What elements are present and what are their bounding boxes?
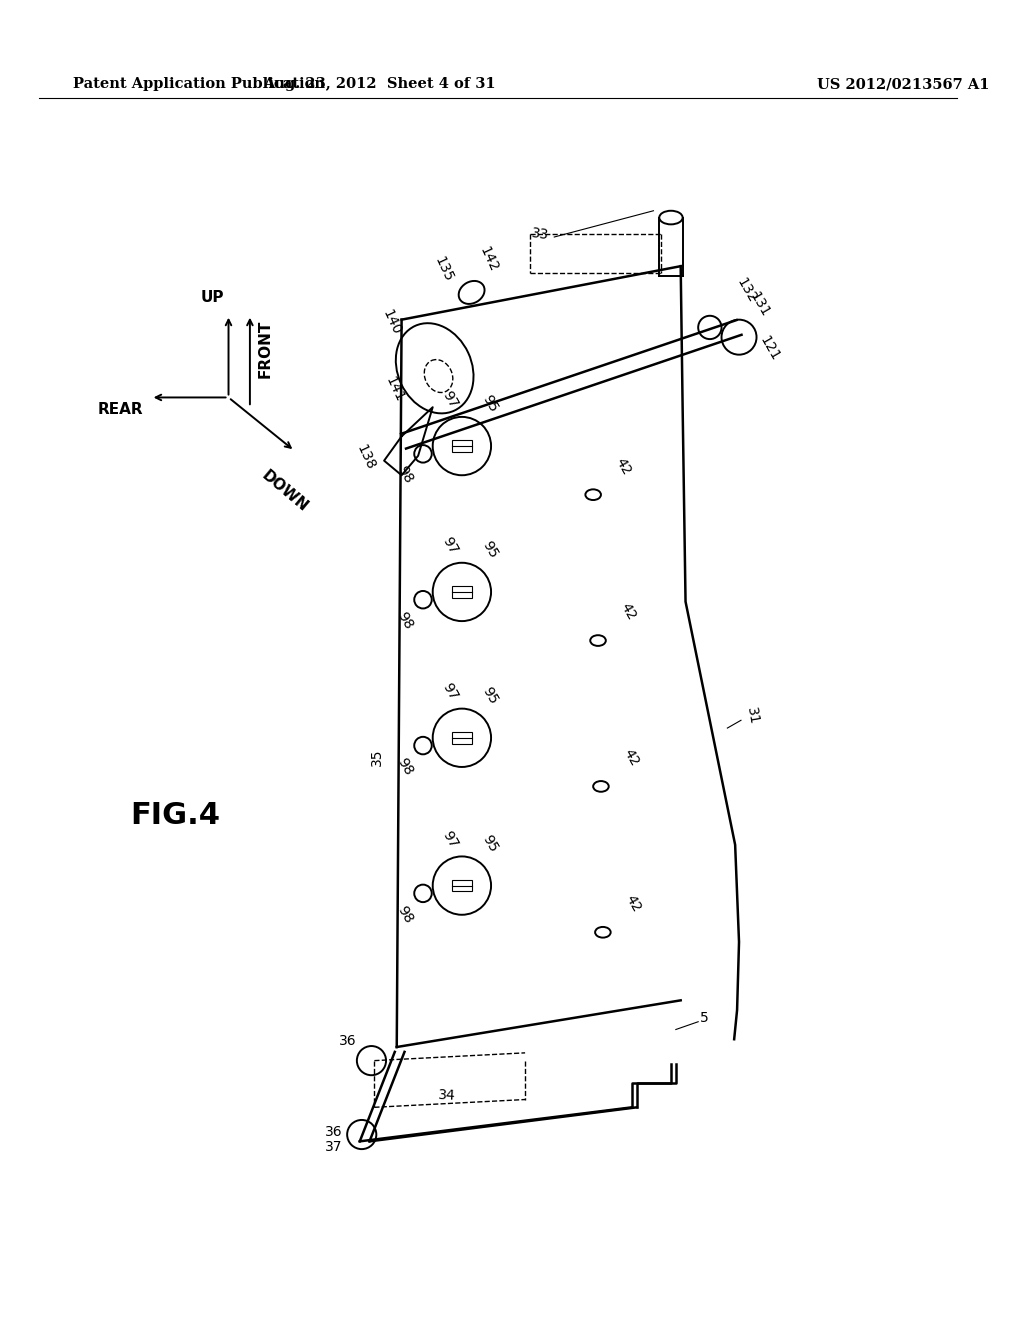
Text: 138: 138 — [353, 442, 377, 473]
Ellipse shape — [586, 490, 601, 500]
Text: 121: 121 — [757, 334, 782, 364]
Bar — [453, 879, 472, 891]
Ellipse shape — [459, 281, 484, 304]
Text: US 2012/0213567 A1: US 2012/0213567 A1 — [817, 78, 989, 91]
Text: 42: 42 — [621, 747, 641, 770]
Circle shape — [347, 1119, 376, 1150]
Text: 5: 5 — [700, 1011, 709, 1024]
Text: 35: 35 — [370, 748, 384, 766]
Text: 98: 98 — [394, 610, 415, 632]
Ellipse shape — [659, 211, 683, 224]
Text: 42: 42 — [623, 892, 643, 915]
Circle shape — [433, 417, 492, 475]
Bar — [453, 586, 472, 598]
Ellipse shape — [590, 635, 606, 645]
Text: REAR: REAR — [97, 403, 143, 417]
Text: 141: 141 — [383, 375, 407, 405]
Bar — [453, 733, 472, 743]
Circle shape — [415, 737, 432, 754]
Bar — [453, 441, 472, 451]
Ellipse shape — [424, 359, 453, 392]
Text: 142: 142 — [476, 244, 501, 275]
Text: 97: 97 — [439, 389, 461, 411]
Text: UP: UP — [200, 290, 223, 305]
Circle shape — [433, 857, 492, 915]
Text: 97: 97 — [439, 681, 461, 702]
Text: 95: 95 — [479, 539, 501, 561]
Circle shape — [415, 445, 432, 462]
Text: 95: 95 — [479, 392, 501, 414]
Text: 140: 140 — [380, 308, 403, 338]
Ellipse shape — [593, 781, 608, 792]
Text: 33: 33 — [530, 226, 550, 243]
Ellipse shape — [595, 927, 610, 937]
Text: 36: 36 — [325, 1125, 342, 1139]
Text: Patent Application Publication: Patent Application Publication — [73, 78, 325, 91]
Text: 131: 131 — [746, 289, 772, 319]
Text: 95: 95 — [479, 684, 501, 706]
Circle shape — [433, 709, 492, 767]
Text: 31: 31 — [743, 706, 761, 726]
Circle shape — [698, 315, 722, 339]
Text: 42: 42 — [612, 455, 634, 478]
Text: DOWN: DOWN — [259, 467, 311, 515]
Circle shape — [415, 884, 432, 902]
Text: 97: 97 — [439, 535, 461, 557]
Circle shape — [722, 319, 757, 355]
Text: 98: 98 — [394, 463, 415, 486]
Text: 36: 36 — [339, 1034, 357, 1048]
Text: FRONT: FRONT — [258, 319, 273, 378]
Text: 95: 95 — [479, 832, 501, 854]
Text: 34: 34 — [438, 1088, 457, 1104]
Text: 135: 135 — [431, 255, 455, 284]
Ellipse shape — [396, 323, 473, 413]
Text: 132: 132 — [734, 276, 760, 305]
Text: 98: 98 — [394, 755, 415, 777]
Text: Aug. 23, 2012  Sheet 4 of 31: Aug. 23, 2012 Sheet 4 of 31 — [263, 78, 496, 91]
Circle shape — [433, 562, 492, 622]
Text: 98: 98 — [394, 903, 415, 925]
Text: 97: 97 — [439, 829, 461, 850]
Circle shape — [415, 591, 432, 609]
Text: 37: 37 — [325, 1140, 342, 1154]
Text: FIG.4: FIG.4 — [130, 801, 220, 830]
Text: 42: 42 — [617, 601, 638, 623]
Circle shape — [357, 1045, 386, 1076]
